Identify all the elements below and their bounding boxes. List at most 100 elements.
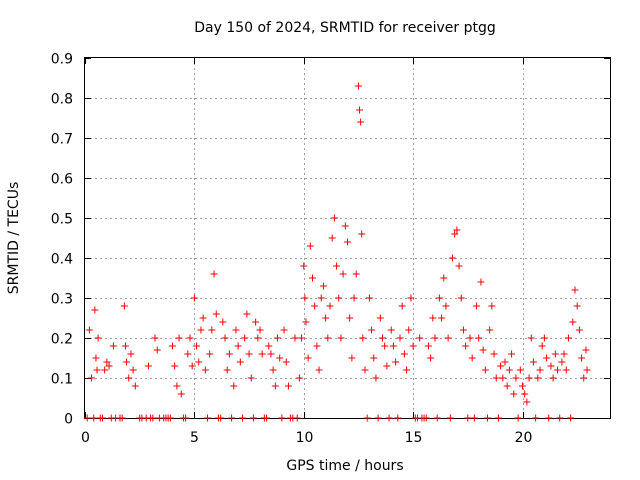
data-point [582, 346, 590, 354]
data-point [394, 414, 402, 422]
data-point [381, 342, 389, 350]
data-point [431, 334, 439, 342]
data-point [475, 334, 483, 342]
data-point [326, 302, 334, 310]
data-point [274, 334, 281, 342]
data-point [93, 366, 101, 374]
data-point [554, 366, 561, 374]
data-point [488, 302, 496, 310]
data-point [269, 366, 277, 374]
data-point [337, 334, 345, 342]
data-point [85, 326, 93, 334]
data-point [109, 342, 117, 350]
data-point [538, 342, 546, 350]
data-point [578, 354, 586, 362]
data-point [335, 294, 343, 302]
data-point [449, 254, 456, 262]
data-point [549, 374, 557, 382]
data-point [429, 314, 437, 322]
y-tick-label: 0.8 [51, 92, 73, 108]
data-point [479, 346, 487, 354]
data-point [457, 294, 465, 302]
data-point [376, 314, 384, 322]
data-point [131, 382, 139, 390]
data-point [370, 354, 378, 362]
data-point [560, 350, 568, 358]
data-point [407, 294, 415, 302]
data-point [301, 294, 309, 302]
data-point [120, 302, 128, 310]
data-point [486, 326, 494, 334]
data-point [99, 414, 106, 422]
data-point [193, 342, 201, 350]
data-point [543, 354, 551, 362]
data-point [265, 342, 273, 350]
axis-ticks [85, 58, 610, 419]
data-point [512, 374, 520, 382]
data-point [359, 334, 367, 342]
data-point [459, 326, 467, 334]
y-tick-label: 0.7 [51, 132, 73, 148]
data-point [545, 414, 553, 422]
data-point [396, 334, 404, 342]
data-point [280, 326, 288, 334]
data-point [263, 414, 271, 422]
data-point [282, 358, 290, 366]
data-point [256, 326, 264, 334]
data-point [468, 354, 476, 362]
data-point [276, 354, 284, 362]
data-point [422, 414, 430, 422]
data-point [230, 382, 238, 390]
data-point [324, 334, 332, 342]
data-point [186, 334, 194, 342]
data-point [91, 306, 99, 314]
data-point [300, 262, 308, 270]
data-point [508, 350, 516, 358]
x-tick-label: 15 [405, 430, 423, 446]
data-point [322, 314, 330, 322]
data-point [361, 366, 369, 374]
data-point [551, 350, 559, 358]
data-point [556, 414, 564, 422]
data-point [249, 414, 257, 422]
data-point [350, 294, 358, 302]
data-point [536, 366, 544, 374]
data-point [505, 366, 513, 374]
y-tick-labels: 0 0.1 0.2 0.3 0.4 0.5 0.6 0.7 0.8 0.9 [51, 52, 73, 428]
data-point [232, 326, 240, 334]
data-point [125, 374, 133, 382]
data-point [352, 270, 360, 278]
data-point [547, 362, 555, 370]
data-point [374, 414, 382, 422]
data-point [88, 374, 96, 382]
data-point [184, 350, 192, 358]
data-point [514, 414, 522, 422]
data-point [101, 366, 109, 374]
data-point [532, 414, 540, 422]
data-point [199, 314, 207, 322]
data-point [567, 414, 575, 422]
data-point [365, 294, 373, 302]
data-point [503, 382, 511, 390]
data-point [440, 274, 448, 282]
data-point [302, 318, 310, 326]
data-point [241, 334, 249, 342]
data-point [372, 374, 380, 382]
data-point [151, 334, 159, 342]
data-point [494, 414, 502, 422]
data-point [169, 342, 176, 350]
data-point [466, 334, 474, 342]
data-point [525, 374, 533, 382]
data-point [210, 270, 218, 278]
data-point [453, 226, 461, 234]
data-point [339, 270, 347, 278]
data-point [208, 326, 216, 334]
data-point [105, 362, 113, 370]
data-point [171, 362, 179, 370]
data-point [328, 234, 336, 242]
data-point [243, 310, 251, 318]
data-point [206, 350, 214, 358]
data-point [333, 262, 341, 270]
data-point [424, 342, 432, 350]
data-point [219, 318, 227, 326]
